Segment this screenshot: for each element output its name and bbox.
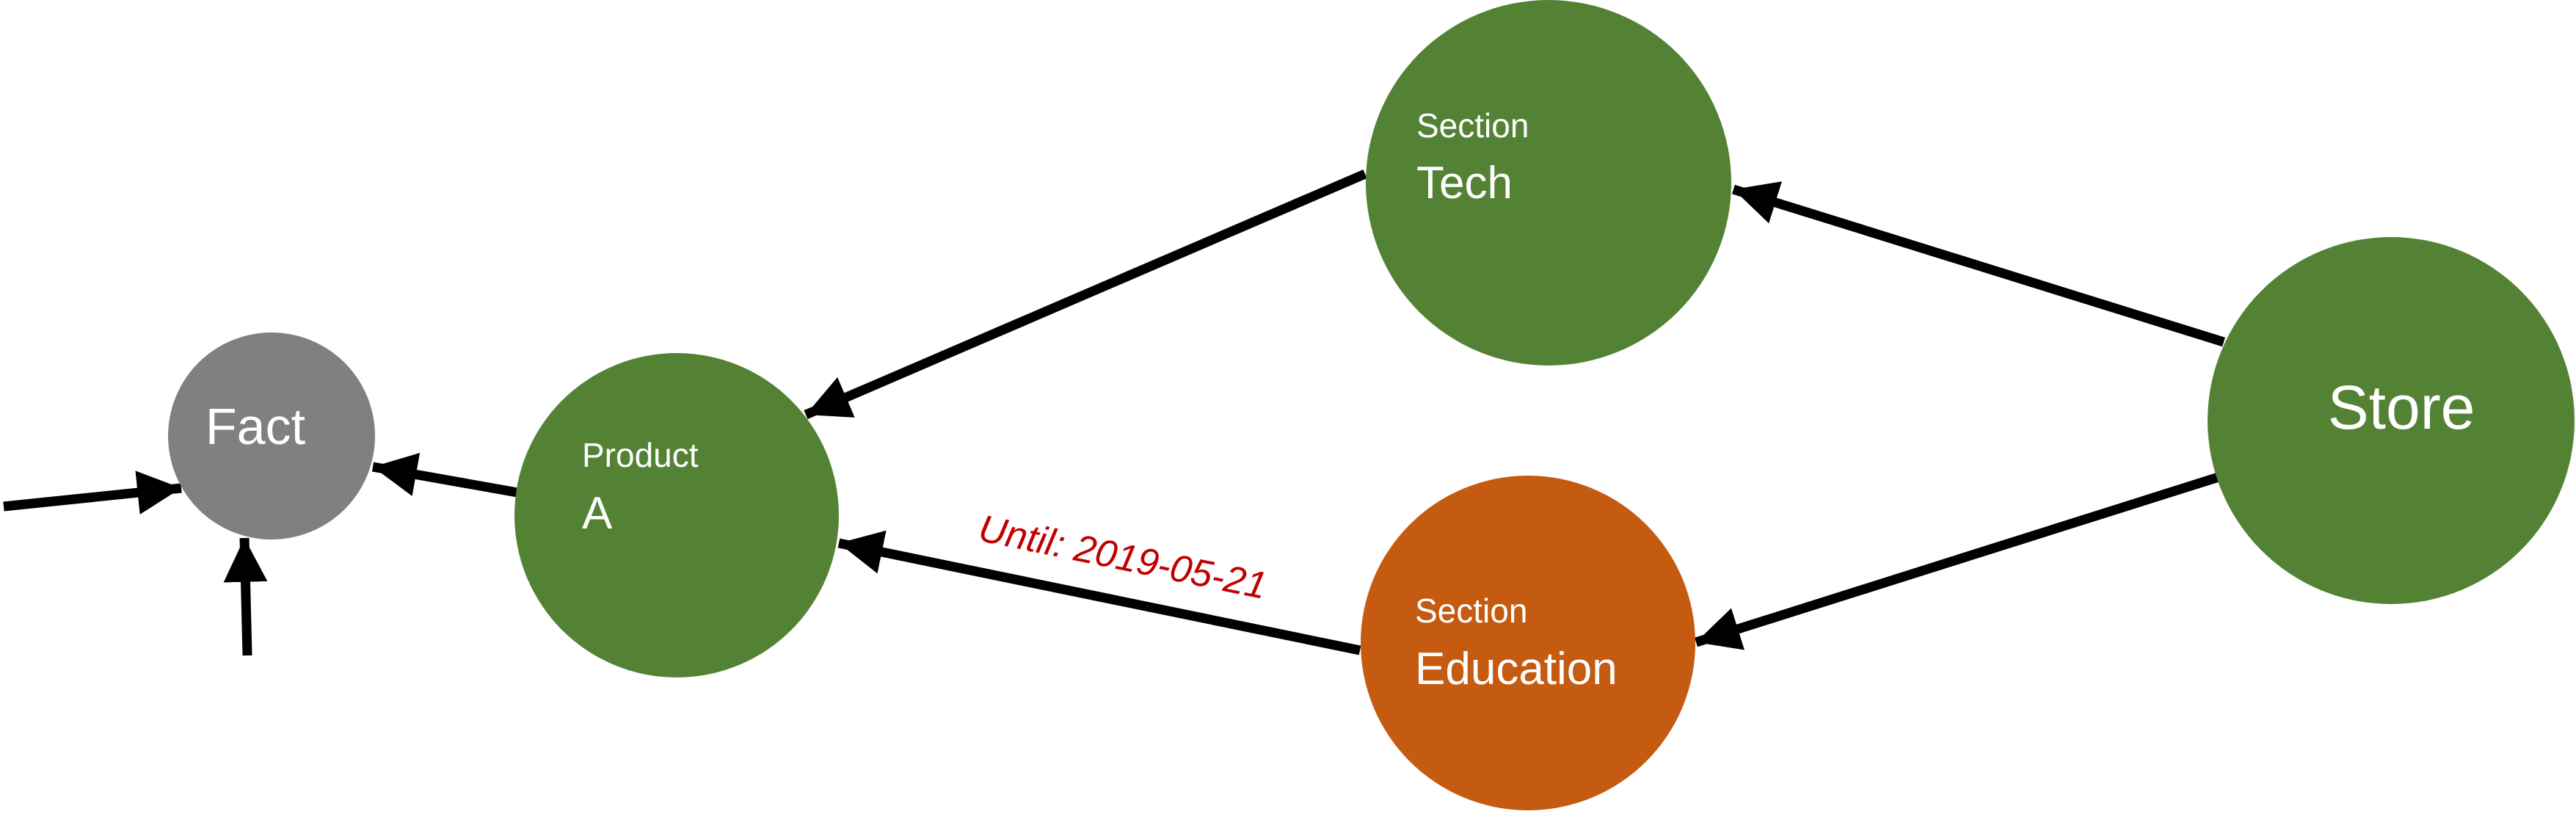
node-section-education-circle — [1361, 476, 1695, 810]
edge-incoming-bottom-to-fact — [223, 537, 268, 656]
node-fact-label: Fact — [205, 398, 305, 455]
edge-label-until-date: Until: 2019-05-21 — [975, 507, 1270, 608]
node-section-education: Section Education — [1361, 476, 1695, 810]
node-fact: Fact — [168, 332, 375, 539]
node-fact-circle — [168, 332, 375, 539]
node-section-tech-name: Tech — [1416, 158, 1513, 208]
edge-tech-to-product — [804, 170, 1367, 419]
node-store: Store — [2208, 237, 2575, 604]
node-section-tech-kind: Section — [1416, 106, 1529, 145]
node-product-kind: Product — [582, 436, 699, 474]
edge-incoming-left-to-fact — [3, 470, 182, 515]
edge-education-to-product — [837, 530, 1361, 655]
node-section-education-kind: Section — [1415, 592, 1527, 630]
edge-product-to-fact — [371, 453, 519, 498]
node-product-circle — [514, 353, 839, 677]
node-store-label: Store — [2328, 373, 2475, 442]
node-store-circle — [2208, 237, 2575, 604]
edge-store-to-education — [1695, 472, 2220, 650]
node-section-tech-circle — [1366, 0, 1731, 366]
edge-store-to-tech — [1732, 181, 2225, 347]
node-section-education-name: Education — [1415, 644, 1618, 694]
node-product-name: A — [582, 488, 613, 539]
node-section-tech: Section Tech — [1366, 0, 1731, 366]
node-product: Product A — [514, 353, 839, 677]
